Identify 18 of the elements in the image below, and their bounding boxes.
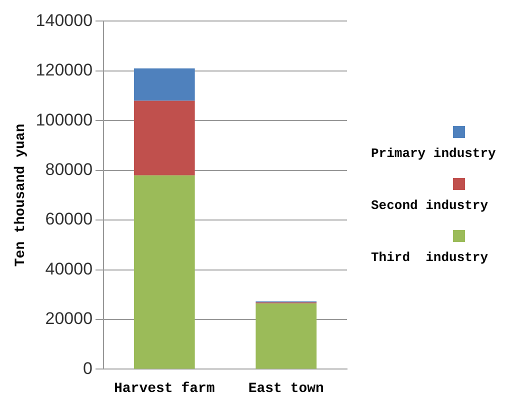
y-tick-label: 60000 [45,210,93,229]
x-tick-label: East town [248,381,324,398]
y-tick-label: 100000 [36,110,93,130]
y-tick-label: 40000 [45,259,93,278]
bar [134,100,195,176]
y-axis-title: Ten thousand yuan [12,124,29,267]
bar [256,303,317,369]
legend-label: Primary industry [371,146,496,161]
y-tick-label: 20000 [45,309,93,328]
y-tick-label: 120000 [36,60,93,80]
bar [134,68,195,101]
legend-label: Third industry [371,250,488,265]
y-tick-label: 0 [83,358,93,378]
y-tick-label: 80000 [45,160,93,180]
bar [134,175,195,369]
y-tick-label: 140000 [36,10,93,30]
x-tick-label: Harvest farm [114,381,215,398]
legend-label: Second industry [371,198,488,213]
